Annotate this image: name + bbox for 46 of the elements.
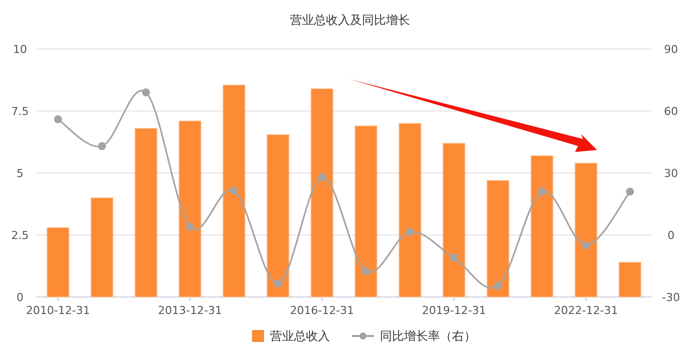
bar xyxy=(618,262,642,298)
bar xyxy=(398,123,422,298)
point xyxy=(274,280,282,288)
point xyxy=(582,241,590,250)
bar xyxy=(574,162,598,298)
bar xyxy=(486,180,510,298)
bar xyxy=(134,128,158,298)
x-tick-label: 2010-12-31 xyxy=(26,304,90,317)
y2-tick-label: 30 xyxy=(664,167,678,180)
bar xyxy=(46,227,70,298)
x-tick-label: 2016-12-31 xyxy=(290,304,354,317)
point xyxy=(362,267,370,276)
bar xyxy=(178,120,202,298)
point xyxy=(406,228,414,236)
y2-tick-label: 0 xyxy=(668,229,674,242)
y-tick-label: 5 xyxy=(16,167,24,180)
chart-title: 营业总收入及同比增长 xyxy=(290,13,410,27)
point xyxy=(230,186,238,195)
bar xyxy=(266,134,290,298)
x-tick-label: 2013-12-31 xyxy=(158,304,222,317)
point xyxy=(54,115,62,124)
x-tick-label: 2022-12-31 xyxy=(554,304,618,317)
y2-tick-label: 90 xyxy=(664,43,678,56)
point xyxy=(142,88,150,96)
y-tick-label: 0 xyxy=(16,291,24,304)
legend-label: 同比增长率（右） xyxy=(380,329,476,343)
bar xyxy=(442,142,466,298)
y-tick-label: 10 xyxy=(13,43,27,56)
point xyxy=(318,173,326,182)
y2-tick-label: 60 xyxy=(664,105,678,118)
y2-tick-label: -30 xyxy=(662,291,680,304)
legend-label: 营业总收入 xyxy=(270,329,330,343)
bar xyxy=(530,155,554,298)
point xyxy=(186,222,194,231)
bar xyxy=(310,88,334,298)
point xyxy=(450,254,458,262)
y-tick-label: 7.5 xyxy=(11,105,29,118)
point xyxy=(98,142,106,150)
x-tick-label: 2019-12-31 xyxy=(422,304,486,317)
y-tick-label: 2.5 xyxy=(11,229,29,242)
point xyxy=(538,188,546,196)
bar xyxy=(354,126,378,298)
point xyxy=(626,188,634,196)
bar xyxy=(222,84,246,298)
bar xyxy=(90,197,114,298)
point xyxy=(494,282,502,290)
